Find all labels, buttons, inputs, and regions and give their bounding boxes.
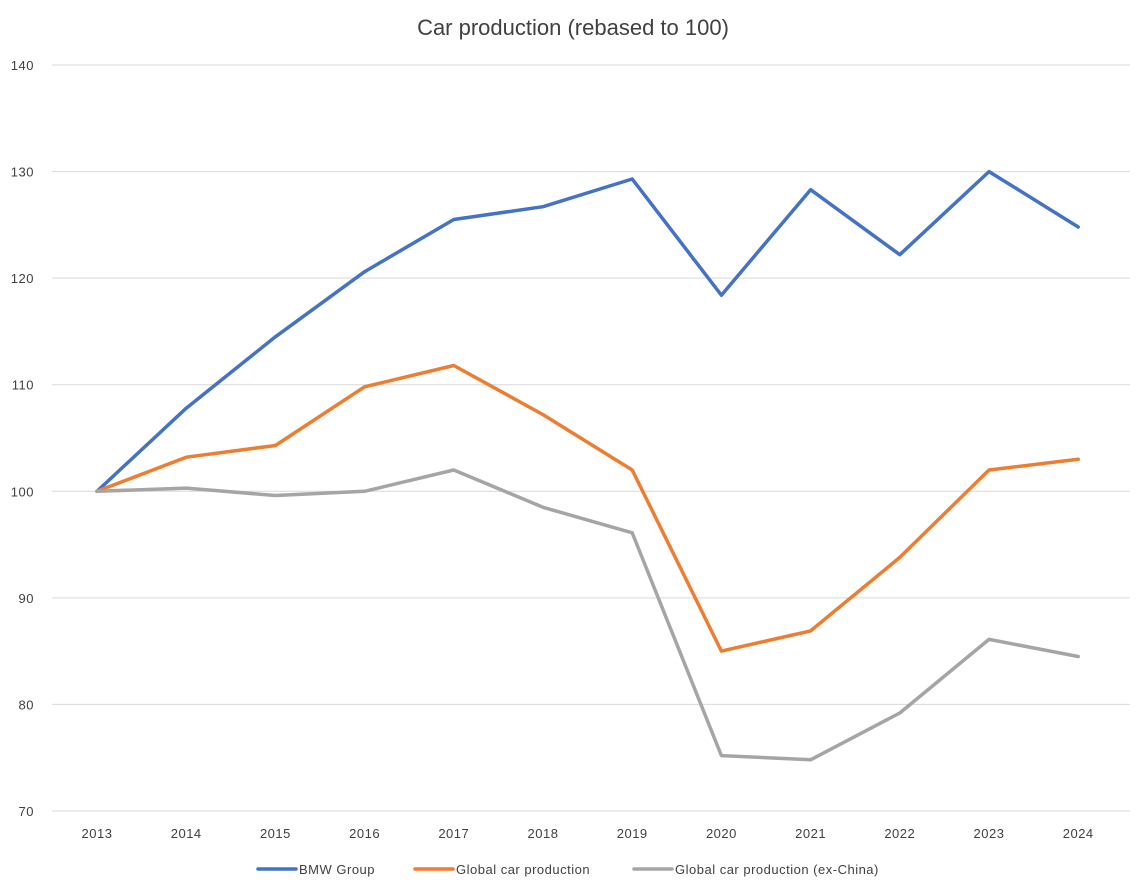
x-tick-label-2023: 2023 — [974, 826, 1005, 841]
y-tick-label-80: 80 — [19, 697, 34, 712]
y-tick-label-140: 140 — [11, 58, 34, 73]
y-tick-label-110: 110 — [12, 378, 34, 393]
x-tick-label-2018: 2018 — [528, 826, 559, 841]
x-tick-label-2022: 2022 — [884, 826, 915, 841]
series-line-1 — [95, 169, 1080, 494]
x-tick-label-2021: 2021 — [795, 826, 826, 841]
legend: BMW Group Global car production Global car… — [256, 862, 879, 877]
x-tick-label-2024: 2024 — [1063, 826, 1094, 841]
y-tick-label-120: 120 — [11, 271, 34, 286]
series-line-2 — [95, 363, 1080, 653]
y-tick-label-90: 90 — [19, 591, 34, 606]
x-axis-tick-labels: 2013 2014 2015 2016 2017 2018 2019 2020 2021 2022… — [82, 826, 1094, 841]
legend-label-1: BMW Group — [299, 862, 375, 877]
chart-title: Car production (rebased to 100) — [417, 15, 729, 40]
x-tick-label-2017: 2017 — [438, 826, 469, 841]
gridlines — [52, 64, 1130, 812]
y-axis-tick-labels: 70 80 90 100 110 120 130 140 — [11, 58, 34, 819]
series-lines — [95, 169, 1080, 762]
x-tick-label-2019: 2019 — [617, 826, 648, 841]
x-tick-label-2016: 2016 — [349, 826, 380, 841]
x-tick-label-2014: 2014 — [171, 826, 202, 841]
y-tick-label-70: 70 — [19, 804, 34, 819]
x-tick-label-2013: 2013 — [82, 826, 113, 841]
x-tick-label-2015: 2015 — [260, 826, 291, 841]
y-tick-label-130: 130 — [11, 165, 34, 180]
y-tick-label-100: 100 — [11, 484, 34, 499]
legend-label-3: Global car production (ex-China) — [675, 862, 879, 877]
legend-label-2: Global car production — [456, 862, 590, 877]
x-tick-label-2020: 2020 — [706, 826, 737, 841]
series-line-3 — [95, 468, 1080, 762]
